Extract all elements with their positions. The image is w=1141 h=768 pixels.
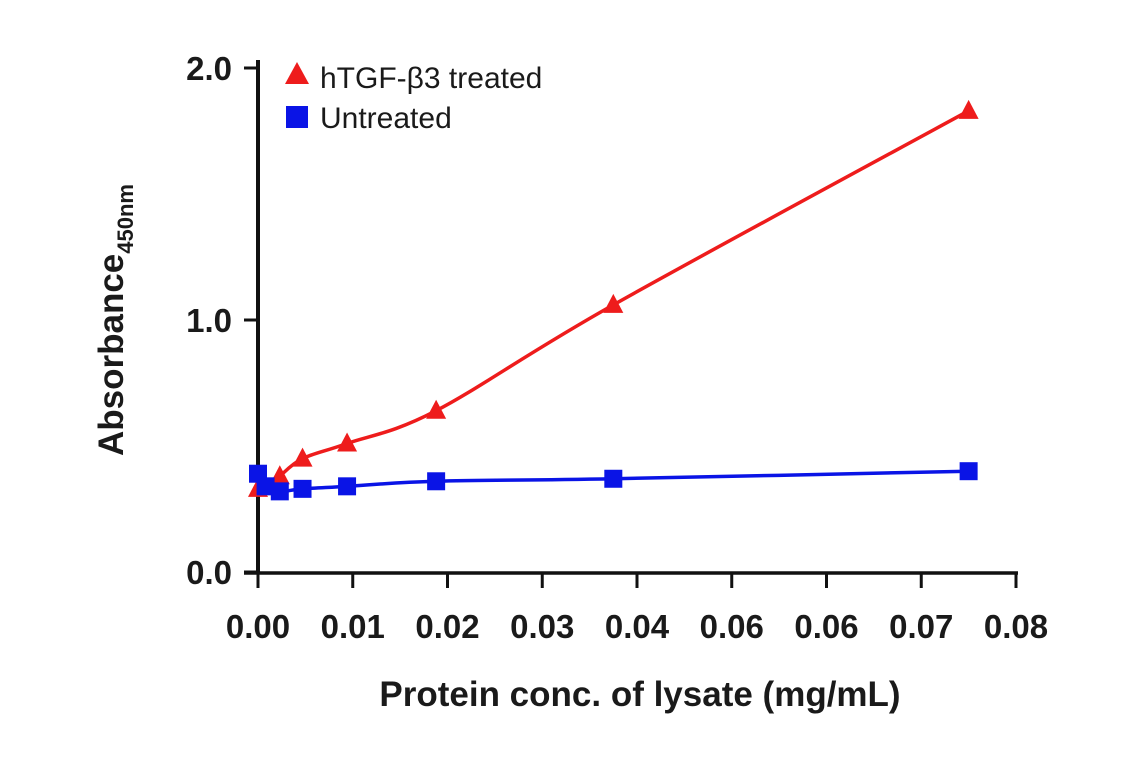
data-point-triangle [337, 432, 358, 452]
data-point-square [427, 472, 446, 491]
x-tick-label: 0.04 [605, 608, 670, 645]
y-tick-label: 0.0 [186, 554, 232, 591]
y-axis-label-main: Absorbance [92, 254, 131, 456]
data-point-triangle [603, 293, 624, 313]
data-point-square [959, 462, 978, 481]
data-point-triangle [958, 99, 979, 119]
legend: hTGF-β3 treated Untreated [285, 62, 542, 135]
legend-label-treated: hTGF-β3 treated [320, 62, 542, 95]
x-tick-label: 0.06 [700, 608, 764, 645]
x-ticks: 0.00 0.01 0.02 0.03 0.04 0.06 0.06 0.07 0.08 [226, 573, 1048, 645]
legend-marker-treated [285, 62, 309, 84]
data-point-square [604, 469, 623, 488]
x-tick-label: 0.00 [226, 608, 290, 645]
x-tick-label: 0.08 [984, 608, 1048, 645]
legend-marker-untreated [286, 106, 308, 128]
data-point-square [338, 477, 357, 496]
axes [244, 60, 1018, 575]
data-point-triangle [269, 465, 290, 485]
series-group [248, 99, 979, 501]
legend-label-untreated: Untreated [320, 102, 452, 135]
x-tick-label: 0.03 [510, 608, 574, 645]
data-point-square [293, 479, 312, 498]
y-tick-label: 2.0 [186, 50, 232, 87]
data-point-square [256, 477, 275, 496]
y-axis-label-subscript: 450nm [113, 184, 138, 254]
x-tick-label: 0.01 [321, 608, 385, 645]
series-line-0 [278, 109, 970, 478]
x-tick-label: 0.02 [415, 608, 479, 645]
data-point-triangle [426, 399, 447, 419]
y-axis-label: Absorbance450nm [92, 184, 138, 456]
x-tick-label: 0.06 [794, 608, 858, 645]
x-axis-label: Protein conc. of lysate (mg/mL) [379, 675, 900, 714]
data-point-square [270, 482, 289, 501]
data-point-triangle [292, 447, 313, 467]
y-tick-label: 1.0 [186, 302, 232, 339]
y-ticks: 0.0 1.0 2.0 [186, 50, 258, 591]
x-tick-label: 0.07 [889, 608, 953, 645]
